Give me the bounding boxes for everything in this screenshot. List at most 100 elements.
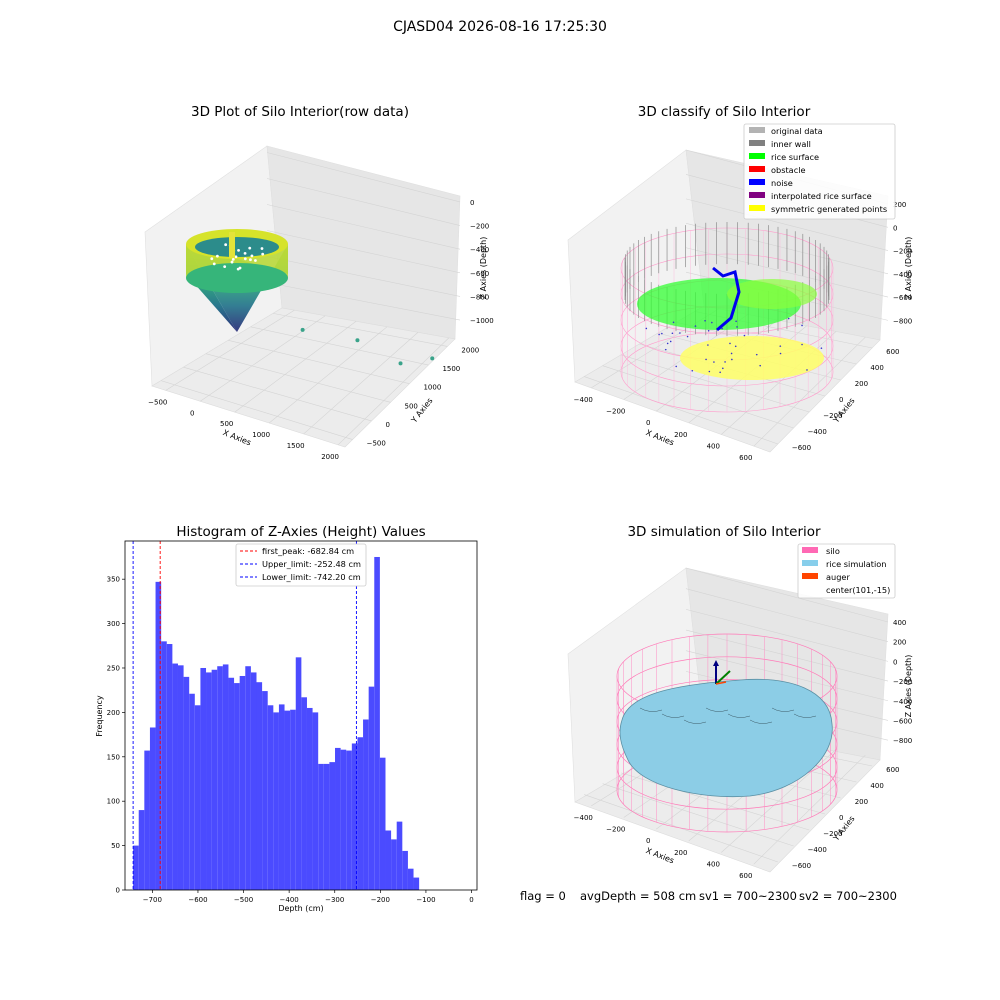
xtick-label: 600 [739,454,752,462]
footer-avg-depth: avgDepth = 508 cm [580,889,696,903]
classify-legend-label: interpolated rice surface [771,191,872,201]
classify-legend-label: inner wall [771,139,811,149]
histogram-ytick-label: 350 [107,576,120,584]
raw-outlier-point [355,338,359,342]
xtick-label: −400 [574,396,593,404]
histogram-bar [245,666,251,890]
classify-legend-label: symmetric generated points [771,204,887,214]
classify-legend-swatch [749,140,765,146]
simulation-legend: silo rice simulation auger center(101,-15) [798,544,895,598]
histogram-xtick-label: −600 [188,896,207,904]
raw-xlabel: X Axies [222,428,253,447]
raw-ztick-label: 0 [470,199,474,207]
noise-point [687,336,689,338]
noise-point [679,332,681,334]
footer-sv2: sv2 = 700~2300 [799,889,897,903]
histogram-bar [402,851,408,890]
histogram-xtick-label: −700 [143,896,162,904]
noise-point [719,372,721,374]
raw-point [251,254,254,257]
ztick-label: 400 [893,619,906,627]
classify-zlabel: Z Axies (Depth) [904,237,913,300]
histogram-bar [335,748,341,890]
histogram-bar [223,664,229,890]
ytick-label: −600 [792,444,811,452]
simulation-legend-label: rice simulation [826,559,886,569]
raw-point [237,249,240,252]
histogram-ytick-label: 150 [107,753,120,761]
histogram-bar [408,869,414,890]
symmetric-generated-surface [680,336,824,380]
noise-point [821,347,823,349]
raw-xtick-label: 1000 [252,431,270,439]
simulation-legend-swatch [802,573,818,579]
noise-point [691,370,693,372]
raw-ytick-label: 0 [386,421,390,429]
raw-point [244,252,247,255]
classify-legend-swatch [749,153,765,159]
classify-legend-swatch [749,179,765,185]
raw-point [248,247,251,250]
histogram-ytick-label: 50 [111,842,120,850]
raw-ztick-label: −200 [470,223,489,231]
histogram-bar [341,750,347,890]
histogram-bar [150,727,156,890]
histogram-xtick-label: −500 [234,896,253,904]
histogram-bar [329,762,335,890]
ztick-label: 200 [893,639,906,647]
panel-classify-title: 3D classify of Silo Interior [638,104,811,120]
noise-point [704,320,706,322]
raw-point [210,257,213,260]
classify-xlabel: X Axies [645,428,676,447]
noise-point [735,320,737,322]
histogram-bar [240,676,246,890]
histogram-bar [363,719,369,890]
classify-legend-label: rice surface [771,152,819,162]
noise-point [735,345,737,347]
histogram-bar [397,822,403,890]
raw-ytick-label: 1000 [423,384,441,392]
raw-point [216,255,219,258]
classify-legend-label: obstacle [771,165,806,175]
histogram-legend-label: first_peak: -682.84 cm [262,546,354,556]
ytick-label: −400 [808,846,827,854]
noise-point [731,359,733,361]
simulation-legend-label: silo [826,546,840,556]
noise-point [788,318,790,320]
rice-surface-patch [727,279,817,309]
histogram-bar [200,668,206,890]
raw-point [232,258,235,261]
histogram-bar [285,711,291,890]
raw-cylinder-bottom-rim [186,263,288,293]
histogram-bar [290,710,296,890]
histogram-bar [228,678,234,890]
panel-simulation-title: 3D simulation of Silo Interior [627,524,821,540]
raw-xtick-label: 0 [190,409,194,417]
noise-point [665,349,667,351]
simulation-zlabel: Z Axies (Depth) [904,655,913,718]
panel-simulation-3d: 3D simulation of Silo Interior −400−2000… [568,524,913,880]
noise-point [736,326,738,328]
ytick-label: 600 [886,766,899,774]
raw-point [223,265,226,268]
ztick-label: 0 [893,658,897,666]
histogram-ytick-label: 0 [116,887,120,895]
raw-point [261,247,264,250]
noise-point [744,335,746,337]
noise-point [707,344,709,346]
noise-point [646,328,648,330]
xtick-label: 0 [646,837,650,845]
footer-sv1: sv1 = 700~2300 [699,889,797,903]
raw-point [224,243,227,246]
ytick-label: −600 [792,862,811,870]
histogram-bar [268,705,274,890]
histogram-xtick-label: −200 [371,896,390,904]
classify-legend-label: noise [771,178,793,188]
raw-point [254,259,257,262]
ytick-label: 0 [839,814,843,822]
histogram-bar [369,687,375,890]
histogram-legend: first_peak: -682.84 cmUpper_limit: -252.… [236,544,366,586]
histogram-bar [172,664,178,890]
noise-point [675,366,677,368]
